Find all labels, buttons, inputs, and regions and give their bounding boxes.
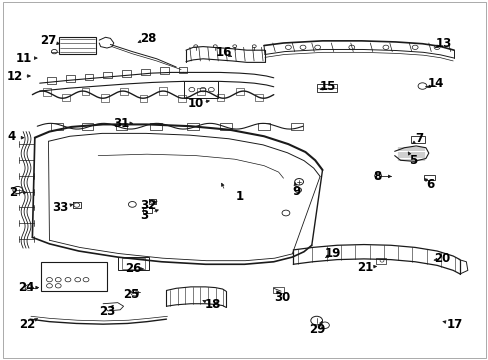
Text: 23: 23	[99, 306, 115, 319]
Bar	[255, 94, 263, 101]
Bar	[103, 72, 112, 78]
Text: 2: 2	[9, 186, 17, 199]
Bar	[178, 67, 187, 73]
Text: 20: 20	[433, 252, 449, 265]
Bar	[116, 123, 127, 130]
Bar	[291, 123, 303, 130]
Text: 9: 9	[292, 185, 300, 198]
Bar	[160, 67, 168, 74]
Text: 10: 10	[187, 98, 203, 111]
Bar	[47, 77, 56, 84]
Bar	[81, 123, 93, 130]
Text: 28: 28	[140, 32, 156, 45]
Text: 22: 22	[20, 318, 36, 331]
Bar	[375, 258, 385, 264]
Bar	[183, 81, 217, 98]
Bar	[220, 123, 231, 130]
Text: 26: 26	[125, 262, 141, 275]
Bar	[122, 70, 131, 77]
Text: 24: 24	[18, 281, 34, 294]
Bar	[51, 123, 62, 130]
Bar	[120, 87, 128, 95]
Text: 4: 4	[7, 130, 16, 144]
Bar	[81, 88, 89, 95]
Bar	[59, 37, 96, 54]
Bar	[316, 84, 336, 92]
Bar	[43, 88, 51, 95]
Text: 11: 11	[16, 51, 32, 64]
Text: 33: 33	[52, 202, 68, 215]
Text: 29: 29	[309, 323, 325, 336]
Bar	[178, 95, 185, 102]
Text: 30: 30	[274, 291, 290, 304]
Text: 21: 21	[357, 261, 373, 274]
Text: 27: 27	[41, 34, 57, 48]
Text: 1: 1	[235, 190, 243, 203]
Bar	[139, 95, 147, 102]
Bar	[236, 88, 243, 95]
Bar	[84, 73, 93, 80]
Bar	[101, 94, 108, 102]
Bar	[216, 94, 224, 102]
Bar	[118, 257, 149, 270]
Text: 8: 8	[372, 170, 381, 183]
Text: 7: 7	[414, 132, 422, 145]
Bar	[258, 123, 269, 130]
Text: 5: 5	[408, 154, 416, 167]
Text: 16: 16	[215, 46, 232, 59]
Text: 32: 32	[140, 199, 156, 212]
Text: 31: 31	[113, 117, 129, 130]
Bar	[62, 94, 70, 101]
Bar	[41, 262, 106, 291]
Bar	[159, 87, 166, 95]
Bar	[410, 135, 424, 143]
Text: 3: 3	[140, 210, 148, 222]
Bar	[141, 69, 149, 75]
Text: 25: 25	[123, 288, 139, 301]
Text: 13: 13	[434, 36, 450, 50]
Bar	[197, 88, 205, 95]
Bar	[66, 75, 75, 82]
Text: 15: 15	[320, 80, 336, 93]
Text: 14: 14	[427, 77, 444, 90]
Bar	[150, 123, 161, 130]
Text: 12: 12	[6, 69, 22, 82]
Bar	[272, 287, 283, 293]
Bar	[122, 258, 145, 269]
Text: 18: 18	[204, 298, 221, 311]
Text: 6: 6	[426, 178, 434, 191]
Bar	[423, 175, 434, 180]
Text: 19: 19	[325, 247, 341, 260]
Bar	[187, 123, 199, 130]
Text: 17: 17	[446, 318, 462, 331]
